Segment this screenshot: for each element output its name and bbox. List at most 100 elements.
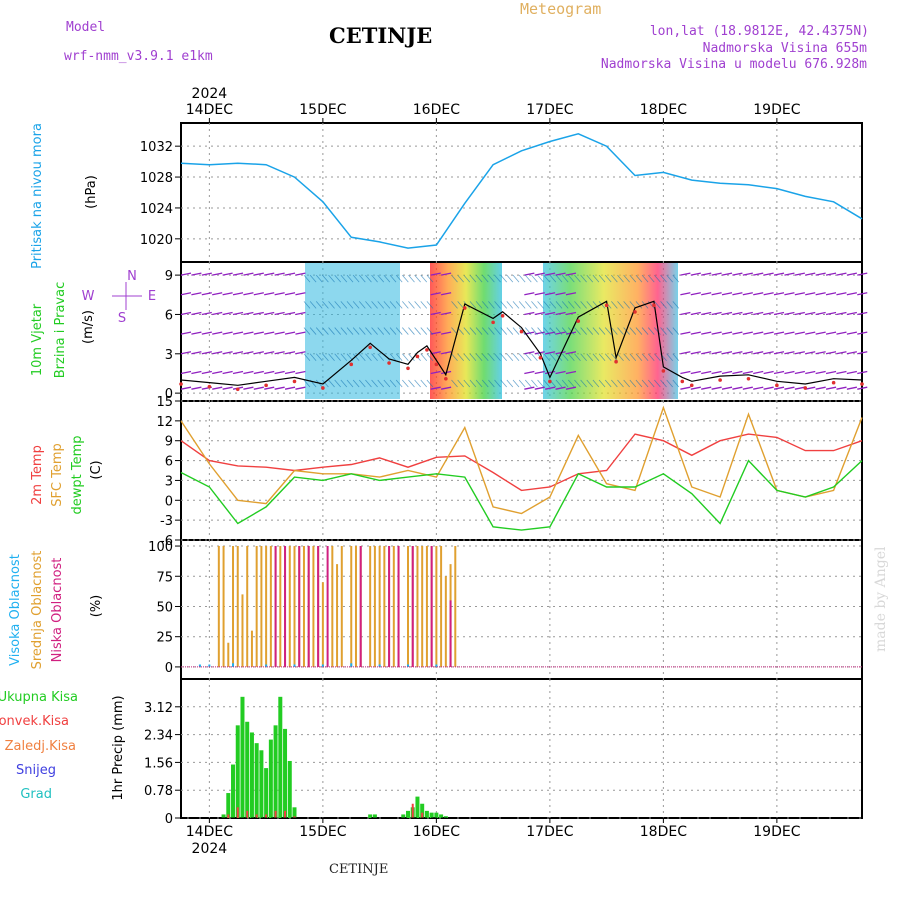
wind-barb (395, 327, 403, 335)
wind-barb (274, 292, 285, 296)
x-date-label-top: 17DEC (526, 102, 573, 118)
wind-barb (201, 351, 212, 355)
wind-barb (732, 370, 743, 375)
wind-barb (395, 353, 403, 362)
wind-barb (701, 272, 712, 276)
wind-barb (805, 311, 816, 316)
wind-barb (420, 353, 428, 362)
total_precip-bar (429, 812, 434, 818)
wind-marker (652, 303, 656, 308)
wind-barb (763, 331, 774, 335)
total_precip-bar (264, 768, 269, 818)
wind-barb (857, 331, 868, 335)
sfc-line (180, 405, 863, 515)
wind-barb (531, 301, 538, 309)
wind-marker (491, 320, 495, 325)
wind-barb (763, 370, 774, 375)
wind-barb (647, 379, 655, 388)
compass-n: N (127, 269, 137, 284)
wind-barb (295, 272, 306, 276)
wind-barb (815, 311, 826, 316)
wind-barb (222, 370, 233, 375)
wind-barb (742, 311, 753, 316)
wind-barb (784, 292, 795, 296)
wind-barb (440, 311, 452, 316)
wind-barb (408, 327, 415, 335)
wind-barb (846, 292, 857, 296)
wind-barb (534, 272, 545, 276)
wind-barb (340, 301, 348, 309)
wind-barb (414, 327, 421, 335)
wind-marker (321, 386, 325, 390)
wind-barb (274, 386, 285, 390)
wind-barb (180, 272, 192, 276)
wind-barb (295, 292, 306, 296)
wind-barb (512, 379, 520, 388)
wind-barb (481, 353, 489, 362)
precip-legend-item: Zaledj.Kisa (5, 739, 76, 754)
wind-barb (701, 351, 712, 355)
wind-barb (784, 351, 795, 355)
wind-barb (742, 351, 753, 355)
wind-barb (784, 331, 795, 335)
wind-barb (836, 272, 847, 276)
wind-barb (586, 379, 594, 388)
wind-barb (623, 274, 630, 283)
wind-barb (555, 311, 566, 316)
wind-barb (857, 311, 868, 316)
wind-barb (721, 386, 733, 390)
y-tick-label: 3 (165, 474, 173, 489)
wind-barb (295, 351, 306, 355)
y-tick-label: 1.56 (144, 756, 173, 771)
pressure-ylabel: (hPa) (84, 175, 99, 209)
wind-barb (711, 311, 722, 316)
wind-barb (592, 274, 600, 283)
wind-barb (660, 301, 667, 309)
wind-barb (534, 370, 545, 375)
wind-barb (518, 353, 526, 362)
wind-barb (629, 327, 637, 335)
wind-barb (672, 301, 680, 309)
wind-barb (784, 272, 795, 276)
wind-barb (457, 274, 464, 283)
wind-barb (721, 311, 733, 316)
elevation-label: Nadmorska Visina 655m (702, 41, 867, 56)
wind-barb (222, 331, 233, 335)
total_precip-bar (221, 814, 226, 818)
wind-barb (494, 353, 501, 362)
legend-sfc-temp: SFC Temp (50, 443, 65, 507)
wind-barb (534, 386, 545, 390)
wind-barb (545, 351, 556, 355)
wind-barb (555, 351, 566, 355)
y-tick-label: 25 (156, 631, 173, 646)
wind-barb (222, 272, 233, 276)
total_precip-bar (283, 728, 288, 818)
conv_precip-bar (293, 816, 296, 818)
wind-barb (469, 353, 477, 362)
wind-barb (440, 351, 452, 355)
wind-barb (212, 351, 223, 355)
wind-barb (794, 351, 805, 355)
wind-barb (328, 301, 335, 309)
wind-barb (180, 331, 192, 335)
wind-marker (235, 387, 240, 392)
wind-barb (617, 274, 624, 283)
legend-dewpt: dewpt Temp (70, 435, 85, 514)
wind-barb (690, 386, 701, 390)
wind-barb (358, 327, 366, 335)
wind-barb (574, 301, 581, 309)
dewpt-line (180, 459, 863, 531)
wind-barb (264, 331, 275, 335)
wind-barb (732, 292, 743, 296)
wind-barb (295, 311, 306, 316)
wind-barb (763, 292, 774, 296)
wind-barb (322, 353, 329, 362)
wind-marker (689, 383, 694, 388)
wind-barb (475, 327, 483, 335)
wind-barb (825, 331, 837, 335)
wind-barb (253, 272, 264, 276)
wind-marker (444, 376, 448, 381)
wind-barb (365, 274, 372, 283)
wind-barb (383, 327, 391, 335)
wind-barb (328, 379, 335, 388)
